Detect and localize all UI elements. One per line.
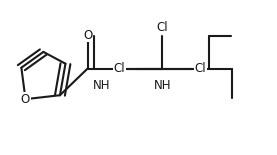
- Text: Cl: Cl: [156, 21, 168, 34]
- Text: NH: NH: [93, 80, 110, 93]
- Text: O: O: [21, 93, 30, 106]
- Text: NH: NH: [154, 80, 171, 93]
- Text: O: O: [83, 29, 92, 42]
- Text: Cl: Cl: [114, 62, 125, 75]
- Text: Cl: Cl: [194, 62, 206, 75]
